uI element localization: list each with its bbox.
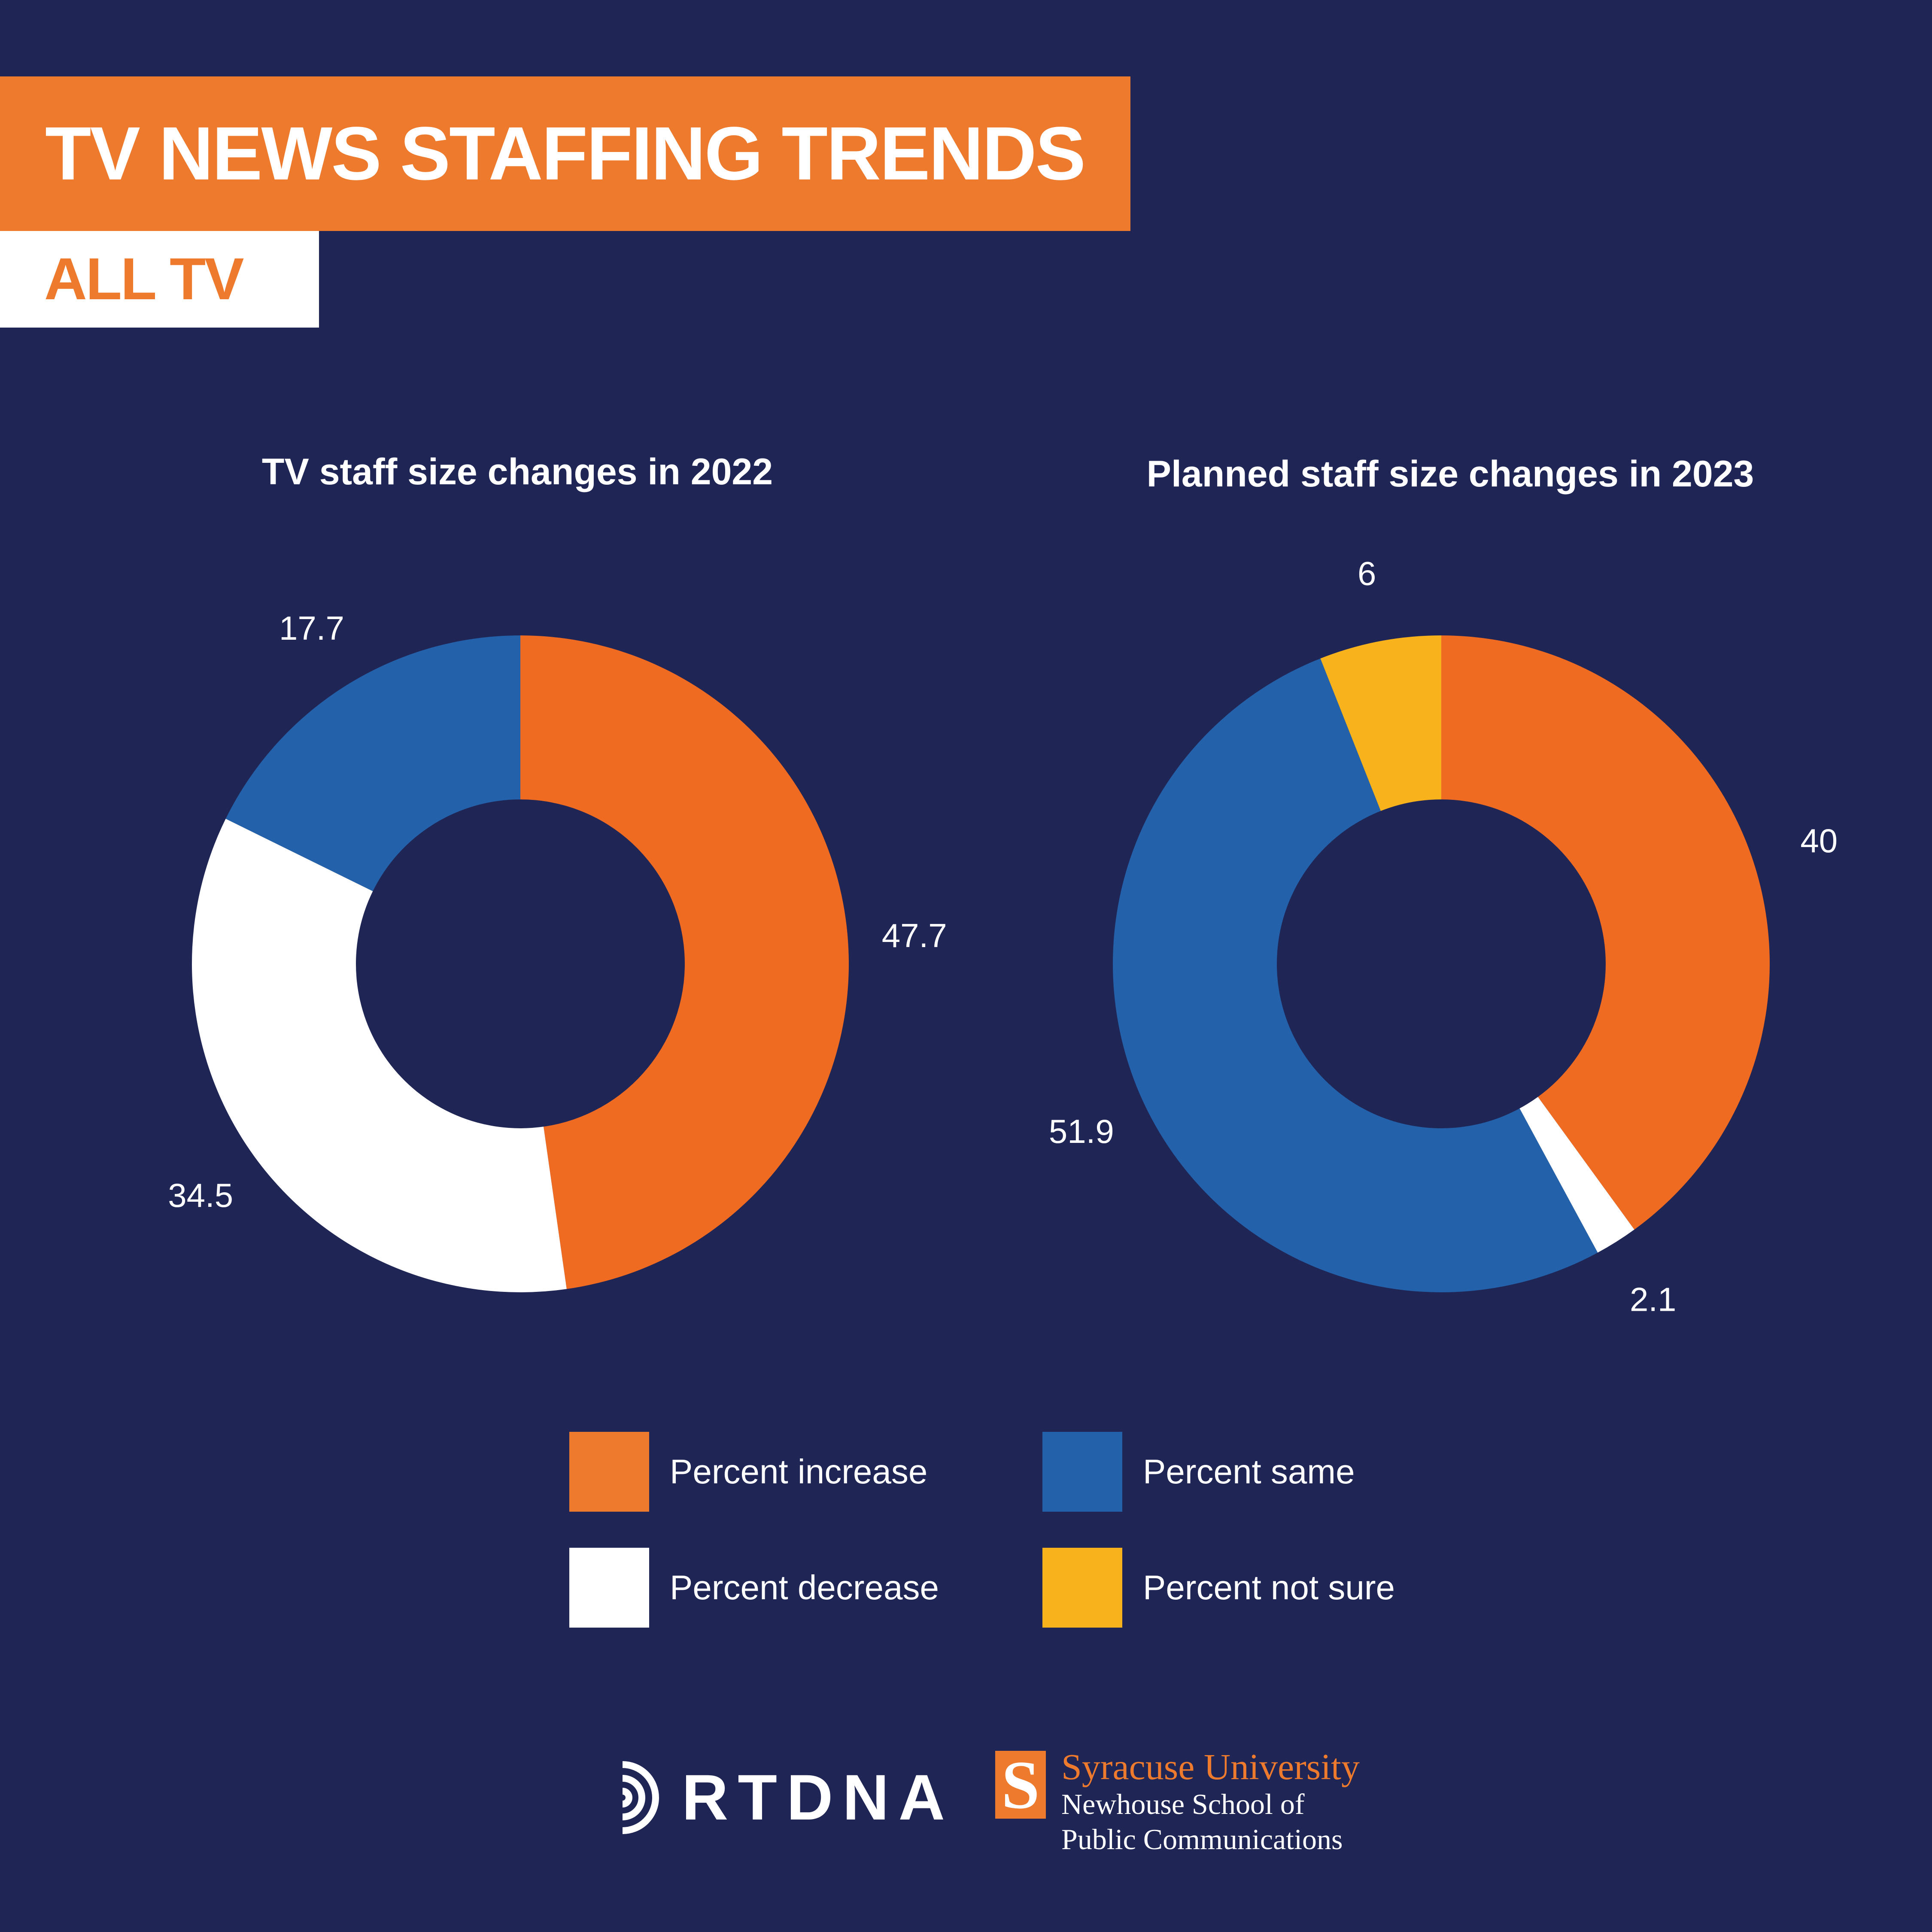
donut-slice-percent-decrease — [192, 819, 567, 1292]
donut-slice-percent-increase — [1441, 635, 1770, 1230]
page-title: TV NEWS STAFFING TRENDS — [45, 112, 1086, 196]
data-label-percent-increase: 47.7 — [882, 917, 947, 954]
donut-slice-percent-same — [225, 635, 520, 891]
rtdna-logo: RTDNA — [623, 1760, 954, 1835]
newhouse-line-2: Public Communications — [1061, 1823, 1343, 1856]
data-label-percent-same: 17.7 — [279, 609, 344, 647]
rtdna-wordmark: RTDNA — [682, 1761, 954, 1833]
data-label-percent-not-sure: 6 — [1358, 554, 1376, 592]
legend-item-not-sure: Percent not sure — [1042, 1548, 1395, 1628]
legend-label-increase: Percent increase — [670, 1452, 928, 1491]
donut-slice-percent-decrease — [1519, 1097, 1634, 1253]
syracuse-logo: S Syracuse University Newhouse School of… — [995, 1748, 1360, 1856]
chart-title-2023: Planned staff size changes in 2023 — [1147, 453, 1754, 495]
legend-item-same: Percent same — [1042, 1432, 1355, 1512]
legend-swatch-decrease — [569, 1548, 649, 1628]
data-label-percent-same: 51.9 — [1049, 1112, 1114, 1150]
donut-chart-2022: TV staff size changes in 2022 47.7 34.5 17… — [168, 451, 947, 1292]
subtitle-box: ALL TV — [0, 231, 319, 328]
data-label-percent-decrease: 34.5 — [168, 1176, 233, 1214]
title-banner: TV NEWS STAFFING TRENDS — [0, 76, 1130, 231]
legend-swatch-not-sure — [1042, 1548, 1122, 1628]
chart-title-2022: TV staff size changes in 2022 — [262, 451, 773, 492]
legend-item-increase: Percent increase — [569, 1432, 927, 1512]
legend-label-decrease: Percent decrease — [670, 1568, 939, 1607]
rtdna-signal-icon — [623, 1761, 659, 1834]
legend: Percent increase Percent same Percent de… — [569, 1432, 1395, 1629]
donut-chart-2023: Planned staff size changes in 2023 40 2.1… — [1049, 453, 1838, 1318]
donut-slice-percent-same — [1113, 658, 1598, 1292]
data-label-percent-increase: 40 — [1800, 822, 1838, 860]
newhouse-line-1: Newhouse School of — [1061, 1788, 1305, 1820]
donut-slice-percent-not-sure — [1320, 635, 1441, 811]
page-subtitle: ALL TV — [44, 246, 244, 312]
syracuse-s-icon: S — [995, 1750, 1046, 1819]
data-label-percent-decrease: 2.1 — [1630, 1281, 1676, 1318]
legend-swatch-same — [1042, 1432, 1122, 1512]
legend-label-not-sure: Percent not sure — [1143, 1568, 1395, 1607]
legend-label-same: Percent same — [1143, 1452, 1355, 1491]
syracuse-name: Syracuse University — [1061, 1746, 1360, 1787]
legend-item-decrease: Percent decrease — [569, 1548, 939, 1628]
donut-slice-percent-increase — [520, 635, 849, 1289]
legend-swatch-increase — [569, 1432, 649, 1512]
